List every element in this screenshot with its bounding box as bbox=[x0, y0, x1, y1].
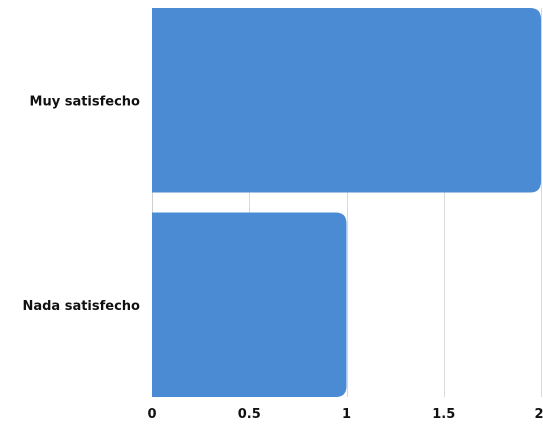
x-tick-labels: 0 0.5 1 1.5 2 bbox=[147, 407, 543, 422]
x-tick-label: 1.5 bbox=[432, 407, 455, 422]
category-labels: Muy satisfecho Nada satisfecho bbox=[22, 94, 140, 314]
bar bbox=[152, 212, 347, 397]
x-tick-label: 0.5 bbox=[238, 407, 261, 422]
bars bbox=[152, 8, 541, 397]
x-tick-label: 2 bbox=[534, 407, 543, 422]
x-tick-label: 0 bbox=[147, 407, 156, 422]
category-label: Muy satisfecho bbox=[30, 94, 141, 109]
category-label: Nada satisfecho bbox=[22, 299, 140, 314]
x-tick-label: 1 bbox=[342, 407, 351, 422]
bar bbox=[152, 8, 541, 193]
